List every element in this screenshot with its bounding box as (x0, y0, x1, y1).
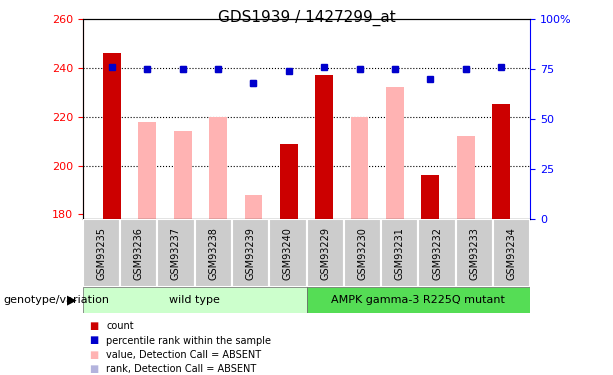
Text: AMPK gamma-3 R225Q mutant: AMPK gamma-3 R225Q mutant (332, 295, 505, 305)
Bar (269, 219, 306, 287)
Text: GDS1939 / 1427299_at: GDS1939 / 1427299_at (218, 9, 395, 26)
Text: wild type: wild type (169, 295, 220, 305)
Bar (195, 219, 232, 287)
Text: GSM93236: GSM93236 (134, 226, 143, 280)
Text: ■: ■ (89, 321, 98, 331)
Bar (120, 219, 158, 287)
Bar (492, 104, 510, 219)
Text: value, Detection Call = ABSENT: value, Detection Call = ABSENT (106, 350, 261, 360)
Bar (386, 87, 404, 219)
Bar (209, 117, 227, 219)
Bar (174, 131, 191, 219)
Bar (351, 117, 368, 219)
Text: ▶: ▶ (67, 294, 77, 306)
Bar (418, 219, 455, 287)
Bar (457, 136, 474, 219)
Bar (245, 195, 262, 219)
Bar (83, 287, 306, 313)
Text: GSM93231: GSM93231 (395, 226, 405, 280)
Bar (280, 144, 298, 219)
Text: GSM93234: GSM93234 (506, 226, 517, 280)
Bar (455, 219, 493, 287)
Bar (381, 219, 418, 287)
Bar (344, 219, 381, 287)
Text: GSM93239: GSM93239 (246, 226, 256, 280)
Text: count: count (106, 321, 134, 331)
Text: ■: ■ (89, 364, 98, 374)
Bar (139, 122, 156, 219)
Text: ■: ■ (89, 336, 98, 345)
Text: ■: ■ (89, 350, 98, 360)
Text: GSM93230: GSM93230 (357, 226, 367, 280)
Text: rank, Detection Call = ABSENT: rank, Detection Call = ABSENT (106, 364, 256, 374)
Bar (315, 75, 333, 219)
Bar (232, 219, 269, 287)
Text: genotype/variation: genotype/variation (3, 295, 109, 305)
Bar (158, 219, 195, 287)
Bar (83, 219, 120, 287)
Text: GSM93233: GSM93233 (470, 226, 479, 280)
Text: GSM93237: GSM93237 (171, 226, 181, 280)
Bar (103, 53, 121, 219)
Text: percentile rank within the sample: percentile rank within the sample (106, 336, 271, 345)
Bar (493, 219, 530, 287)
Bar (306, 219, 344, 287)
Bar (422, 176, 439, 219)
Bar (306, 287, 530, 313)
Text: GSM93240: GSM93240 (283, 226, 293, 280)
Text: GSM93229: GSM93229 (320, 226, 330, 280)
Text: GSM93232: GSM93232 (432, 226, 442, 280)
Text: GSM93235: GSM93235 (96, 226, 107, 280)
Text: GSM93238: GSM93238 (208, 226, 218, 280)
